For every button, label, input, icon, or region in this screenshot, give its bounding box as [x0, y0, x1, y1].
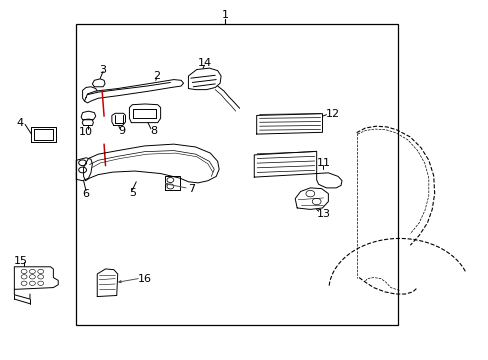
Bar: [76, 24, 397, 325]
Text: 3: 3: [100, 64, 106, 75]
Text: 12: 12: [325, 109, 340, 119]
Text: 14: 14: [197, 58, 211, 68]
Text: 11: 11: [316, 158, 330, 168]
Text: 9: 9: [118, 126, 125, 136]
Text: 5: 5: [128, 188, 136, 198]
Text: 13: 13: [316, 209, 330, 219]
Text: 6: 6: [82, 189, 89, 199]
Text: 15: 15: [14, 256, 28, 266]
Text: 10: 10: [79, 127, 92, 137]
Text: 4: 4: [17, 118, 24, 128]
Text: 2: 2: [153, 71, 160, 81]
Text: 16: 16: [137, 274, 151, 284]
Text: 1: 1: [221, 10, 228, 20]
Text: 8: 8: [150, 126, 158, 136]
Text: 7: 7: [188, 184, 195, 194]
